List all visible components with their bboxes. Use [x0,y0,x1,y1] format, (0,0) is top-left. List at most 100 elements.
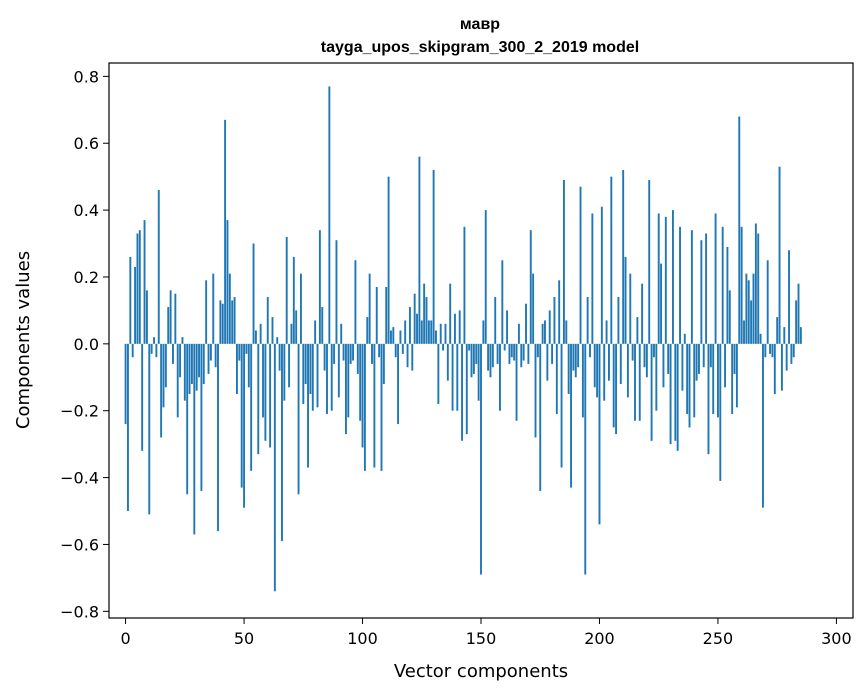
bar-component-216 [636,317,639,344]
bar-component-210 [622,169,625,344]
bar-component-265 [752,273,755,344]
bar-component-137 [449,283,452,344]
bar-component-147 [472,343,475,374]
bar-component-83 [321,307,324,344]
bar-component-34 [205,280,208,344]
bar-component-227 [662,343,665,388]
bar-component-160 [503,343,506,351]
bar-component-104 [371,343,373,364]
bar-component-70 [290,323,293,344]
bar-component-105 [373,343,376,468]
x-tick-label: 300 [821,629,852,648]
bar-component-207 [615,343,618,435]
bar-component-200 [598,343,601,525]
bar-component-211 [624,256,627,344]
bar-component-36 [209,343,212,361]
bar-component-204 [608,343,610,381]
bar-component-248 [712,343,715,415]
bar-component-1 [127,343,129,512]
bar-component-96 [352,343,354,361]
bar-component-99 [359,343,362,421]
bar-component-9 [145,290,148,344]
bar-component-37 [212,273,215,344]
y-tick-label: 0.0 [74,335,99,354]
bar-component-167 [520,343,523,368]
bar-component-50 [243,343,246,508]
bar-component-92 [342,343,345,361]
bar-component-66 [281,343,283,542]
bar-component-279 [785,343,788,371]
bar-component-247 [709,343,712,368]
bar-component-18 [167,307,170,344]
bar-component-53 [250,343,253,471]
bar-component-82 [318,230,321,344]
bar-component-42 [224,119,227,344]
x-tick-label: 50 [234,629,254,648]
bar-component-217 [638,343,641,421]
bar-component-201 [600,206,603,344]
bar-component-164 [513,343,516,361]
bar-component-255 [728,290,731,344]
bar-component-242 [698,343,700,374]
bar-component-264 [750,300,753,344]
bar-component-86 [328,86,331,344]
bar-component-48 [238,343,241,361]
bar-component-184 [560,343,563,468]
bar-component-84 [323,343,326,371]
bar-component-266 [754,223,757,344]
bar-component-3 [131,343,134,358]
bar-component-6 [138,230,141,344]
bar-component-197 [591,213,594,344]
bar-component-205 [610,176,613,344]
bar-component-157 [496,343,499,364]
bar-component-185 [562,180,565,344]
bar-component-231 [671,210,674,344]
bar-component-64 [276,337,279,344]
bar-component-58 [262,343,264,418]
x-axis-label: Vector components [394,661,568,682]
bar-component-213 [629,273,632,344]
bar-component-172 [532,273,535,344]
bar-component-176 [541,323,544,344]
bar-component-277 [780,343,783,391]
bar-component-150 [480,343,482,575]
bar-component-14 [157,190,160,344]
bar-component-131 [435,330,437,344]
bar-component-173 [534,343,537,438]
bar-component-158 [499,343,501,411]
bar-component-119 [406,343,409,368]
bar-component-54 [252,243,255,344]
bar-component-45 [231,300,234,344]
bar-component-261 [743,320,745,344]
bar-component-116 [399,330,402,344]
bar-component-40 [219,300,222,344]
y-tick-label: 0.4 [74,201,99,220]
bar-component-238 [688,343,691,428]
bar-component-219 [643,343,646,368]
bar-component-81 [316,343,319,408]
bar-component-117 [401,343,404,354]
bar-component-280 [788,250,790,344]
bar-component-226 [660,263,663,344]
bar-component-110 [385,287,388,344]
y-axis-label: Components values [13,251,34,429]
bar-component-233 [676,343,679,451]
bar-component-220 [645,343,648,378]
bar-component-163 [510,343,513,358]
bar-component-7 [141,343,144,451]
bar-component-134 [442,343,445,351]
bar-component-33 [202,343,205,384]
bar-component-275 [776,317,779,344]
bar-component-75 [302,343,305,405]
bar-component-79 [311,343,314,411]
bar-component-253 [724,343,726,388]
bar-component-12 [153,337,155,344]
bar-component-196 [589,343,591,358]
bar-component-267 [757,233,760,344]
chart-subtitle: tayga_upos_skipgram_300_2_2019 model [321,39,639,56]
bar-component-74 [299,273,302,344]
bar-component-132 [437,343,440,405]
y-tick-label: −0.2 [60,402,99,421]
bar-component-234 [679,226,681,344]
